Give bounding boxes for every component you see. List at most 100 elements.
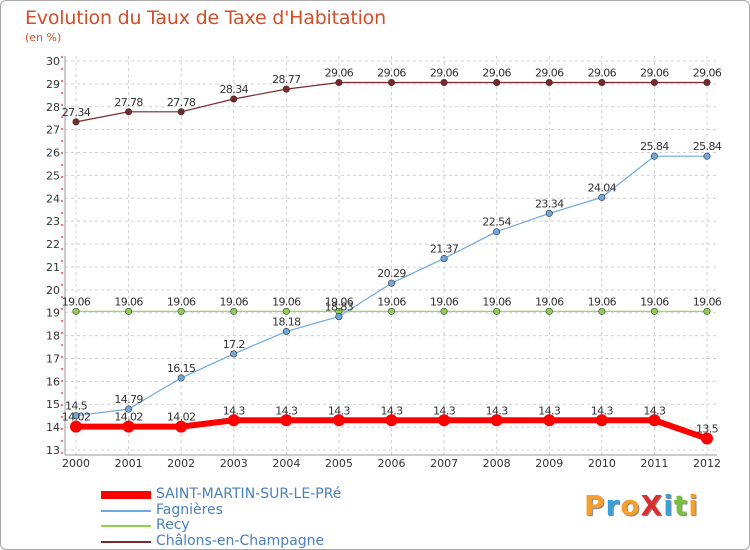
y-tick-label: 21 xyxy=(46,261,60,274)
data-label: 29.06 xyxy=(325,67,354,80)
x-tick-label: 2001 xyxy=(115,457,143,470)
x-tick-label: 2009 xyxy=(535,457,563,470)
chart-title: Evolution du Taux de Taxe d'Habitation xyxy=(25,7,386,29)
data-label: 19.06 xyxy=(377,295,406,308)
data-label: 29.06 xyxy=(535,67,564,80)
data-point xyxy=(177,374,185,382)
data-point xyxy=(595,414,608,427)
data-point xyxy=(177,108,185,116)
data-label: 14.5 xyxy=(65,400,88,413)
logo-letter: P xyxy=(584,489,606,522)
data-point xyxy=(122,420,135,433)
data-point xyxy=(387,307,395,315)
y-tick-label: 30 xyxy=(46,55,60,68)
data-label: 14.3 xyxy=(328,404,351,417)
data-label: 13.5 xyxy=(696,423,719,436)
y-tick-label: 27 xyxy=(46,124,60,137)
x-tick-label: 2010 xyxy=(588,457,616,470)
data-point xyxy=(230,350,238,358)
legend-label: Recy xyxy=(156,517,190,533)
data-point xyxy=(230,307,238,315)
data-point xyxy=(440,307,448,315)
data-point xyxy=(72,118,80,126)
data-label: 14.02 xyxy=(114,411,143,424)
data-point xyxy=(703,307,711,315)
logo-letter: i xyxy=(688,489,699,522)
data-label: 14.3 xyxy=(538,404,561,417)
x-tick-label: 2006 xyxy=(378,457,406,470)
logo-letter: r xyxy=(605,489,621,522)
data-point xyxy=(545,307,553,315)
x-tick-label: 2012 xyxy=(693,457,721,470)
data-point xyxy=(280,414,293,427)
data-label: 14.3 xyxy=(643,404,666,417)
data-point xyxy=(335,313,343,321)
data-label: 14.3 xyxy=(223,404,246,417)
data-point xyxy=(650,307,658,315)
y-tick-label: 22 xyxy=(46,238,60,251)
data-label: 14.3 xyxy=(433,404,456,417)
data-point xyxy=(335,79,343,87)
legend-label: Fagnières xyxy=(156,501,223,518)
data-point xyxy=(440,254,448,262)
data-point xyxy=(598,193,606,201)
data-label: 28.77 xyxy=(272,73,301,86)
logo-letter: X xyxy=(640,489,664,522)
data-point xyxy=(387,279,395,287)
legend-label: SAINT-MARTIN-SUR-LE-PRé xyxy=(156,486,342,502)
data-label: 25.84 xyxy=(693,140,722,153)
data-label: 29.06 xyxy=(588,67,617,80)
data-point xyxy=(282,307,290,315)
data-label: 19.06 xyxy=(482,295,511,308)
data-point xyxy=(177,307,185,315)
data-label: 14.02 xyxy=(167,411,196,424)
data-label: 19.06 xyxy=(220,295,249,308)
data-label: 19.06 xyxy=(62,295,91,308)
data-label: 19.06 xyxy=(167,295,196,308)
data-point xyxy=(385,414,398,427)
data-point xyxy=(598,79,606,87)
data-label: 14.02 xyxy=(62,411,91,424)
y-tick-label: 18 xyxy=(46,330,60,343)
data-point xyxy=(387,79,395,87)
data-label: 27.78 xyxy=(114,96,143,109)
data-point xyxy=(125,405,133,413)
data-point xyxy=(282,85,290,93)
x-tick-label: 2005 xyxy=(325,457,353,470)
data-label: 14.3 xyxy=(275,404,298,417)
legend-swatch xyxy=(101,525,151,527)
y-tick-label: 13 xyxy=(46,444,60,457)
data-label: 14.3 xyxy=(380,404,403,417)
data-point xyxy=(543,414,556,427)
data-point xyxy=(701,432,713,445)
data-label: 28.34 xyxy=(220,83,249,96)
data-point xyxy=(282,327,290,335)
data-point xyxy=(493,307,501,315)
x-tick-label: 2000 xyxy=(62,457,90,470)
data-label: 29.06 xyxy=(640,67,669,80)
x-tick-label: 2004 xyxy=(272,457,300,470)
data-label: 19.06 xyxy=(588,295,617,308)
data-label: 20.29 xyxy=(377,267,406,280)
legend-label: Châlons-en-Champagne xyxy=(156,532,325,549)
data-point xyxy=(440,79,448,87)
logo-letter: o xyxy=(620,489,641,522)
data-label: 19.06 xyxy=(272,295,301,308)
data-point xyxy=(72,412,80,420)
data-label: 22.54 xyxy=(482,216,511,229)
data-label: 29.06 xyxy=(482,67,511,80)
data-point xyxy=(650,79,658,87)
legend-swatch xyxy=(101,491,151,499)
data-point xyxy=(493,79,501,87)
data-label: 27.78 xyxy=(167,96,196,109)
data-label: 23.34 xyxy=(535,197,564,210)
data-label: 18.83 xyxy=(325,301,354,314)
data-label: 27.34 xyxy=(62,106,91,119)
data-label: 25.84 xyxy=(640,140,669,153)
y-tick-label: 20 xyxy=(46,284,60,297)
data-label: 14.79 xyxy=(114,393,143,406)
x-tick-label: 2002 xyxy=(167,457,195,470)
data-point xyxy=(490,414,503,427)
chart-subtitle: (en %) xyxy=(25,31,62,44)
